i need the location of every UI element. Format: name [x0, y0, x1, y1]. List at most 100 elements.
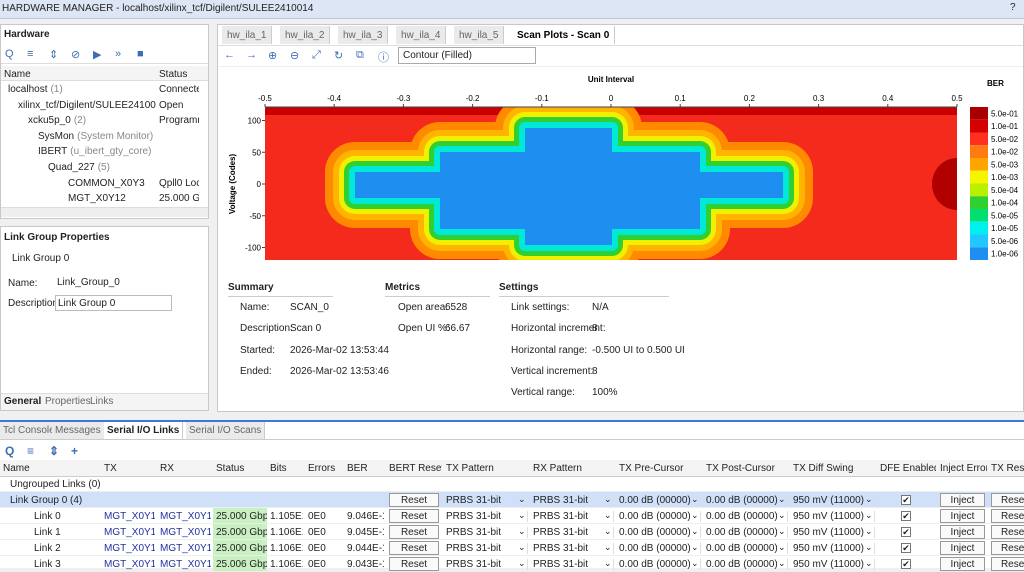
tab[interactable]: Messages	[52, 422, 105, 439]
rx-pattern-cell[interactable]: PRBS 31-bit	[533, 542, 614, 554]
rx-pattern-cell[interactable]: PRBS 31-bit	[533, 526, 614, 538]
tab[interactable]: hw_ila_5	[454, 26, 505, 44]
tool-icon[interactable]: +	[71, 444, 79, 458]
tool-icon[interactable]: ■	[137, 48, 144, 60]
name-cell[interactable]: Link Group 0 (4)	[10, 494, 83, 506]
tool-icon[interactable]: ⧉	[356, 49, 364, 61]
name-cell[interactable]: Ungrouped Links (0)	[10, 479, 100, 490]
tree-item[interactable]: xcku5p_0 (2)	[28, 115, 86, 126]
dropdown[interactable]: Contour (Filled)	[398, 47, 536, 64]
table-row[interactable]	[0, 540, 1024, 556]
post-cell[interactable]: 0.00 dB (00000)	[706, 526, 788, 538]
tool-icon[interactable]: ⓘ	[378, 52, 389, 64]
table-row[interactable]	[0, 491, 1024, 508]
inject-cell[interactable]: Inject	[940, 556, 985, 571]
tool-icon[interactable]: ⇕	[49, 49, 59, 61]
tool-icon[interactable]: →	[246, 49, 257, 61]
tool-icon[interactable]: ⊕	[268, 50, 278, 62]
name-cell[interactable]: Link 0	[34, 510, 61, 522]
tree-item[interactable]: MGT_X0Y12	[68, 193, 126, 204]
bert-reset-cell[interactable]: Reset	[389, 508, 439, 523]
tree-item[interactable]: Quad_227 (5)	[48, 162, 110, 173]
tx-pattern-cell[interactable]: PRBS 31-bit	[446, 542, 528, 554]
tool-icon[interactable]: ▶	[93, 49, 102, 61]
x-tick-label: 0	[609, 94, 614, 103]
pre-cell[interactable]: 0.00 dB (00000)	[619, 558, 701, 570]
inject-cell[interactable]: Inject	[940, 524, 985, 539]
tree-item[interactable]: COMMON_X0Y3	[68, 178, 145, 189]
tab[interactable]: General	[4, 396, 42, 407]
inject-cell[interactable]: Inject	[940, 508, 985, 523]
tool-icon[interactable]: »	[115, 48, 122, 60]
tool-icon[interactable]: ⊖	[290, 50, 300, 62]
tree-item[interactable]: xilinx_tcf/Digilent/SULEE2410014	[18, 100, 156, 111]
post-cell[interactable]: 0.00 dB (00000)	[706, 510, 788, 522]
tool-icon[interactable]: ⤢	[312, 49, 321, 61]
checkbox[interactable]: ✔	[901, 494, 911, 505]
tree-item[interactable]: IBERT (u_ibert_gty_core)	[38, 146, 151, 157]
tx-reset-cell[interactable]: Reset	[991, 556, 1024, 571]
rx-pattern-cell[interactable]: PRBS 31-bit	[533, 494, 614, 506]
bert-reset-cell[interactable]: Reset	[389, 492, 439, 507]
name-cell[interactable]: Link 2	[34, 542, 61, 554]
tab[interactable]: Scan Plots - Scan 0	[512, 26, 616, 44]
tool-icon[interactable]: ≡	[27, 48, 34, 60]
tx-pattern-cell[interactable]: PRBS 31-bit	[446, 510, 528, 522]
tab[interactable]: Links	[90, 396, 114, 407]
tx-reset-cell[interactable]: Reset	[991, 508, 1024, 523]
tab[interactable]: Serial I/O Links	[104, 422, 184, 439]
checkbox[interactable]: ✔	[901, 526, 911, 537]
tool-icon[interactable]: Q	[5, 48, 14, 60]
swing-cell[interactable]: 950 mV (11000)	[793, 558, 875, 570]
tab[interactable]: hw_ila_1	[222, 26, 273, 44]
tab[interactable]: hw_ila_3	[338, 26, 389, 44]
tx-reset-cell[interactable]: Reset	[991, 524, 1024, 539]
name-cell[interactable]: Link 1	[34, 526, 61, 538]
tab[interactable]: hw_ila_4	[396, 26, 447, 44]
tool-icon[interactable]: ⇕	[49, 444, 60, 458]
tool-icon[interactable]: ↻	[334, 50, 344, 62]
post-cell[interactable]: 0.00 dB (00000)	[706, 494, 788, 506]
inject-cell[interactable]: Inject	[940, 492, 985, 507]
pre-cell[interactable]: 0.00 dB (00000)	[619, 494, 701, 506]
tool-icon[interactable]: Q	[5, 444, 15, 458]
swing-cell[interactable]: 950 mV (11000)	[793, 526, 875, 538]
tree-item[interactable]: localhost (1)	[8, 84, 63, 95]
tab[interactable]: Properties	[45, 396, 91, 407]
swing-cell[interactable]: 950 mV (11000)	[793, 542, 875, 554]
tool-icon[interactable]: ←	[224, 49, 235, 61]
tab[interactable]: Serial I/O Scans	[186, 422, 266, 439]
tx-pattern-cell[interactable]: PRBS 31-bit	[446, 526, 528, 538]
tx-pattern-cell[interactable]: PRBS 31-bit	[446, 494, 528, 506]
field-value[interactable]: Link Group 0	[55, 295, 172, 311]
rx-pattern-cell[interactable]: PRBS 31-bit	[533, 558, 614, 570]
table-row[interactable]	[0, 476, 1024, 492]
table-row[interactable]	[0, 508, 1024, 524]
inject-cell[interactable]: Inject	[940, 540, 985, 555]
bert-reset-cell[interactable]: Reset	[389, 556, 439, 571]
bert-reset-cell[interactable]: Reset	[389, 524, 439, 539]
checkbox[interactable]: ✔	[901, 558, 911, 569]
checkbox[interactable]: ✔	[901, 510, 911, 521]
tx-reset-cell[interactable]: Reset	[991, 540, 1024, 555]
checkbox[interactable]: ✔	[901, 542, 911, 553]
swing-cell[interactable]: 950 mV (11000)	[793, 510, 875, 522]
pre-cell[interactable]: 0.00 dB (00000)	[619, 542, 701, 554]
post-cell[interactable]: 0.00 dB (00000)	[706, 558, 788, 570]
swing-cell[interactable]: 950 mV (11000)	[793, 494, 875, 506]
tab[interactable]: Tcl Console	[0, 422, 59, 439]
post-cell[interactable]: 0.00 dB (00000)	[706, 542, 788, 554]
tx-reset-cell[interactable]: Reset	[991, 492, 1024, 507]
rx-pattern-cell[interactable]: PRBS 31-bit	[533, 510, 614, 522]
name-cell[interactable]: Link 3	[34, 558, 61, 570]
table-row[interactable]	[0, 524, 1024, 540]
tab[interactable]: hw_ila_2	[280, 26, 331, 44]
tx-pattern-cell[interactable]: PRBS 31-bit	[446, 558, 528, 570]
help[interactable]: ?	[1010, 2, 1016, 13]
tool-icon[interactable]: ⊘	[71, 49, 81, 61]
tree-item[interactable]: SysMon (System Monitor)	[38, 131, 153, 142]
bert-reset-cell[interactable]: Reset	[389, 540, 439, 555]
tool-icon[interactable]: ≡	[27, 444, 35, 458]
pre-cell[interactable]: 0.00 dB (00000)	[619, 526, 701, 538]
pre-cell[interactable]: 0.00 dB (00000)	[619, 510, 701, 522]
